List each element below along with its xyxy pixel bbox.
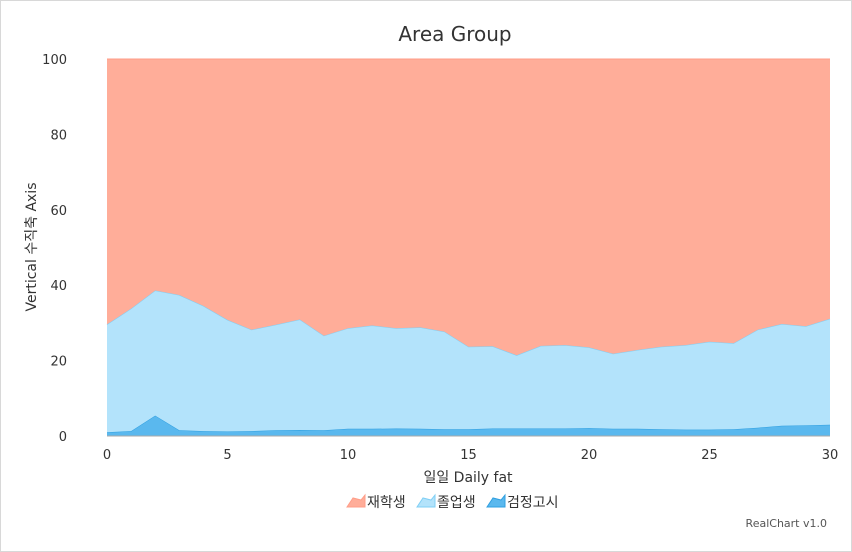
legend-item[interactable]: 졸업생 [416,493,476,511]
legend: 재학생 졸업생 검정고시 [346,493,559,511]
x-tick-label: 20 [581,448,598,463]
legend-swatch [416,493,436,508]
y-tick-label: 20 [50,355,67,370]
x-tick-label: 15 [460,448,477,463]
legend-label: 졸업생 [437,495,476,511]
y-tick-label: 100 [42,53,67,68]
legend-item[interactable]: 검정고시 [486,493,559,511]
area-series-1 [107,415,830,436]
x-axis-ticks: 0 5 10 15 20 25 30 [103,448,838,463]
x-tick-label: 30 [822,448,839,463]
x-axis-label: 일일 Daily fat [423,470,513,486]
legend-item[interactable]: 재학생 [346,493,406,511]
y-tick-label: 60 [50,204,67,219]
legend-label: 재학생 [367,495,406,511]
area-series-3 [107,59,830,356]
area-series-group [106,58,831,436]
y-tick-label: 80 [50,128,67,143]
chart-title: Area Group [398,22,511,46]
legend-swatch [486,493,506,508]
x-tick-label: 25 [701,448,718,463]
x-tick-label: 0 [103,448,111,463]
y-tick-label: 0 [59,430,67,445]
legend-swatch [346,493,366,508]
legend-label: 검정고시 [507,495,559,511]
y-tick-label: 40 [50,279,67,294]
area-series-2 [107,290,830,433]
y-axis-label: Vertical 수직축 Axis [24,183,40,312]
x-tick-label: 5 [223,448,231,463]
x-tick-label: 10 [340,448,357,463]
credit-text: RealChart v1.0 [746,517,827,530]
y-axis-ticks: 0 20 40 60 80 100 [42,53,67,445]
